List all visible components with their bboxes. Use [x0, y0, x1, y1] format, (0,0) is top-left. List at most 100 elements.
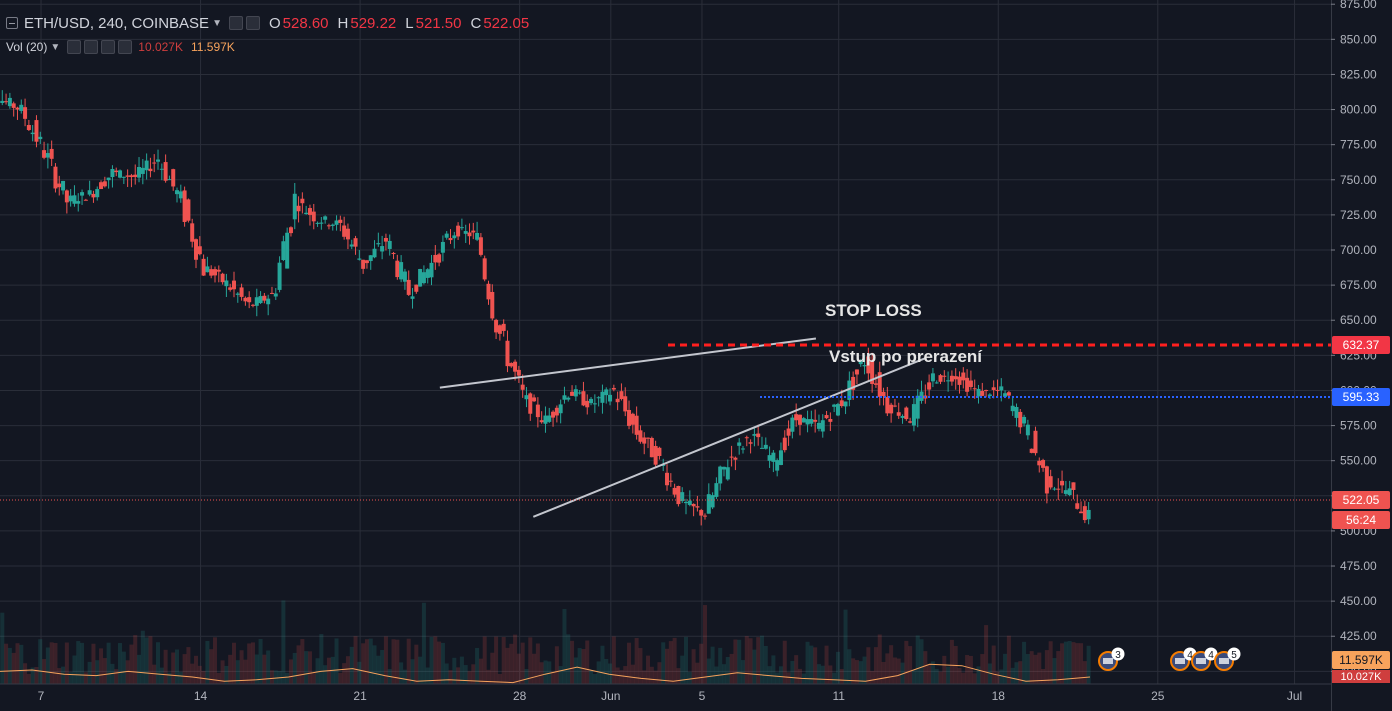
candle-body [524, 395, 529, 400]
volume-bar [949, 639, 954, 684]
volume-bar [653, 670, 658, 684]
eye-icon[interactable] [67, 40, 82, 54]
volume-bar [406, 638, 411, 684]
gear-icon[interactable] [245, 16, 260, 30]
volume-value: 10.027K [138, 40, 183, 54]
candle-body [980, 390, 985, 396]
candle-body [577, 392, 582, 394]
candle-body [433, 254, 438, 263]
volume-bar [1014, 662, 1019, 684]
volume-label[interactable]: Vol (20) [6, 40, 48, 54]
entry-price-badge-bg [1332, 388, 1390, 407]
volume-bar [349, 646, 354, 684]
volume-bar [600, 645, 605, 684]
candle-body [391, 252, 396, 255]
candle-body [315, 222, 320, 224]
candle-body [729, 456, 734, 458]
candle-body [1071, 482, 1076, 490]
plus-icon[interactable] [101, 40, 116, 54]
candle-body [718, 466, 723, 484]
volume-bar [729, 653, 734, 684]
candle-body [288, 227, 293, 234]
candle-body [638, 430, 643, 442]
volume-bar [285, 672, 290, 684]
volume-bar [212, 637, 217, 684]
candle-body [361, 259, 366, 269]
candle-body [277, 262, 282, 290]
candle-body [649, 437, 654, 458]
volume-bar [915, 635, 920, 684]
close-icon[interactable] [118, 40, 133, 54]
volume-bar [220, 660, 225, 684]
candle-body [911, 404, 916, 426]
candle-body [680, 492, 685, 502]
y-tick-label: 650.00 [1340, 313, 1377, 327]
chevron-down-icon[interactable]: ▼ [50, 41, 61, 53]
candle-body [175, 190, 180, 195]
candle-body [543, 415, 548, 424]
candle-body [520, 384, 525, 390]
volume-bar [835, 651, 840, 684]
volume-bar [725, 657, 730, 684]
candle-body [1033, 430, 1038, 454]
volume-bar [364, 639, 369, 684]
volume-bar [247, 643, 252, 684]
symbol-label[interactable]: ETH/USD, 240, COINBASE [24, 14, 210, 32]
settings-icon[interactable] [228, 16, 243, 30]
candle-body [80, 192, 85, 196]
gear-icon[interactable] [84, 40, 99, 54]
x-tick-label: Jul [1287, 689, 1302, 703]
candle-body [440, 241, 445, 253]
candle-body [1048, 476, 1053, 488]
volume-bar [516, 653, 521, 684]
volume-bar [1006, 635, 1011, 684]
candle-body [797, 414, 802, 425]
volume-bar [258, 639, 263, 684]
volume-bar [448, 670, 453, 684]
candle-body [285, 232, 290, 269]
volume-bar [0, 612, 5, 684]
volume-bar [414, 644, 419, 684]
candle-body [205, 266, 210, 273]
candle-body [323, 216, 328, 220]
y-tick-label: 675.00 [1340, 278, 1377, 292]
volume-bar [684, 636, 689, 684]
candle-body [1041, 460, 1046, 468]
candle-body [258, 296, 263, 304]
volume-bar [433, 636, 438, 684]
candle-body [486, 283, 491, 300]
candle-body [816, 422, 821, 429]
volume-bar [254, 654, 259, 684]
candle-body [938, 375, 943, 382]
collapse-icon[interactable] [6, 17, 18, 29]
candle-body [243, 297, 248, 302]
volume-bar [209, 649, 214, 684]
volume-bar [300, 639, 305, 684]
candle-body [1056, 488, 1061, 490]
chevron-down-icon[interactable]: ▼ [212, 17, 222, 29]
candle-body [1079, 511, 1084, 514]
volume-bar [923, 651, 928, 684]
open-label: O [268, 14, 281, 32]
volume-bar [148, 636, 153, 684]
volume-bar [820, 665, 825, 684]
volume-bar [851, 658, 856, 684]
candle-body [949, 375, 954, 382]
volume-bar [672, 637, 677, 684]
countdown-badge-bg [1332, 510, 1390, 529]
candle-body [835, 404, 840, 416]
volume-bar [418, 656, 423, 684]
candle-body [57, 183, 62, 188]
candle-body [307, 208, 312, 215]
candle-body [38, 136, 43, 140]
volume-bar [471, 664, 476, 684]
volume-bar [319, 634, 324, 684]
volume-bar [494, 636, 499, 684]
volume-bar [1060, 643, 1065, 684]
candle-body [395, 260, 400, 278]
volume-bar [38, 639, 43, 684]
volume-bar [190, 663, 195, 684]
volume-bar [854, 660, 859, 684]
candle-body [771, 452, 776, 462]
